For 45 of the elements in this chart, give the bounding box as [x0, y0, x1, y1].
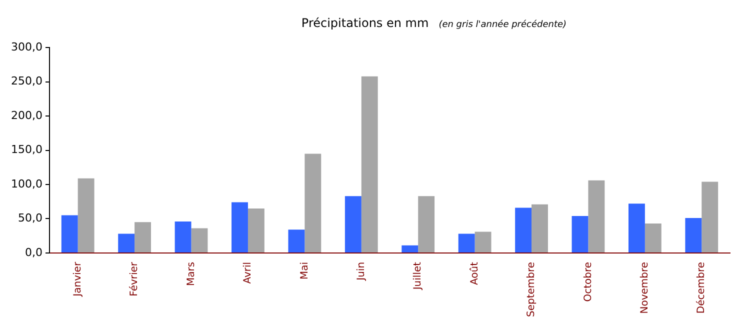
y-tick-label: 0,0 — [24, 246, 42, 259]
bar — [248, 208, 264, 252]
bar — [288, 230, 305, 252]
bar — [685, 218, 702, 252]
y-tick-label: 50,0 — [18, 212, 42, 225]
chart-title: Précipitations en mm — [301, 16, 429, 30]
x-tick-label: Décembre — [696, 262, 708, 314]
x-tick-label: Novembre — [640, 262, 651, 314]
bar — [304, 154, 322, 252]
x-tick-label: Août — [469, 262, 480, 285]
x-tick-label: Février — [129, 261, 140, 296]
bar — [344, 196, 362, 252]
bar — [572, 216, 588, 252]
bar — [474, 232, 492, 252]
x-tick-label: Juillet — [412, 262, 424, 291]
x-tick-label: Avril — [242, 262, 254, 284]
y-tick-label: 150,0 — [10, 143, 42, 156]
x-tick-label: Janvier — [72, 261, 84, 298]
bar — [118, 234, 135, 252]
bar — [458, 234, 475, 252]
y-tick-label: 300,0 — [10, 40, 42, 54]
x-tick-label: Septembre — [526, 262, 538, 318]
x-tick-label: Mars — [186, 262, 197, 286]
bar — [532, 204, 548, 252]
bar — [418, 196, 435, 252]
bar — [174, 221, 192, 252]
bar — [702, 182, 718, 252]
bar — [644, 224, 662, 252]
x-tick-label: Juin — [356, 262, 367, 282]
y-tick-label: 200,0 — [10, 108, 42, 122]
x-tick-label: Mai — [299, 262, 310, 280]
bar — [361, 76, 378, 252]
bar — [191, 228, 208, 252]
bar — [402, 245, 418, 252]
bar — [628, 204, 645, 252]
y-tick-label: 100,0 — [10, 177, 42, 190]
bar — [515, 208, 532, 252]
bar — [232, 202, 248, 252]
bar — [61, 215, 78, 252]
chart-subtitle: (en gris l'année précédente) — [438, 20, 567, 30]
bar — [588, 180, 605, 252]
y-tick-label: 250,0 — [10, 74, 42, 88]
x-tick-label: Octobre — [582, 262, 594, 302]
bar — [134, 222, 151, 252]
bar — [78, 178, 94, 252]
